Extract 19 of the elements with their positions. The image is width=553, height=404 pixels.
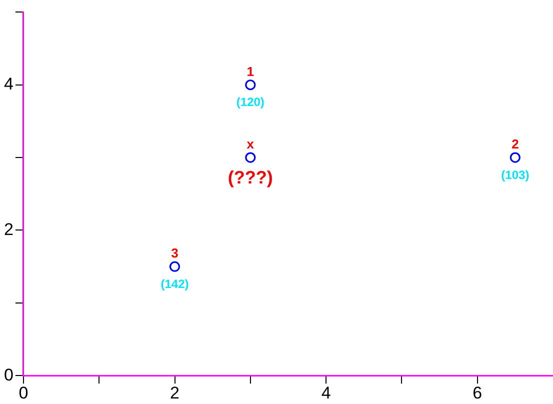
y-tick-label: 2 bbox=[4, 220, 14, 239]
annotation: x bbox=[246, 136, 255, 152]
annotation: 1 bbox=[246, 64, 254, 79]
x-tick-label: 2 bbox=[170, 383, 180, 402]
x-tick-label: 0 bbox=[18, 383, 28, 402]
annotation: 2 bbox=[512, 136, 519, 152]
annotation: 3 bbox=[171, 246, 178, 261]
annotation: (120) bbox=[236, 95, 264, 110]
x-tick-label: 4 bbox=[321, 383, 331, 402]
annotation: (103) bbox=[501, 168, 530, 182]
point bbox=[169, 261, 180, 272]
annotation: (???) bbox=[228, 168, 273, 188]
y-tick-label: 4 bbox=[4, 74, 14, 94]
point bbox=[245, 80, 256, 90]
point bbox=[245, 152, 256, 163]
x-tick-label: 6 bbox=[472, 383, 482, 402]
point bbox=[510, 152, 520, 163]
y-tick-label: 0 bbox=[4, 365, 14, 384]
annotation: (142) bbox=[160, 276, 189, 291]
